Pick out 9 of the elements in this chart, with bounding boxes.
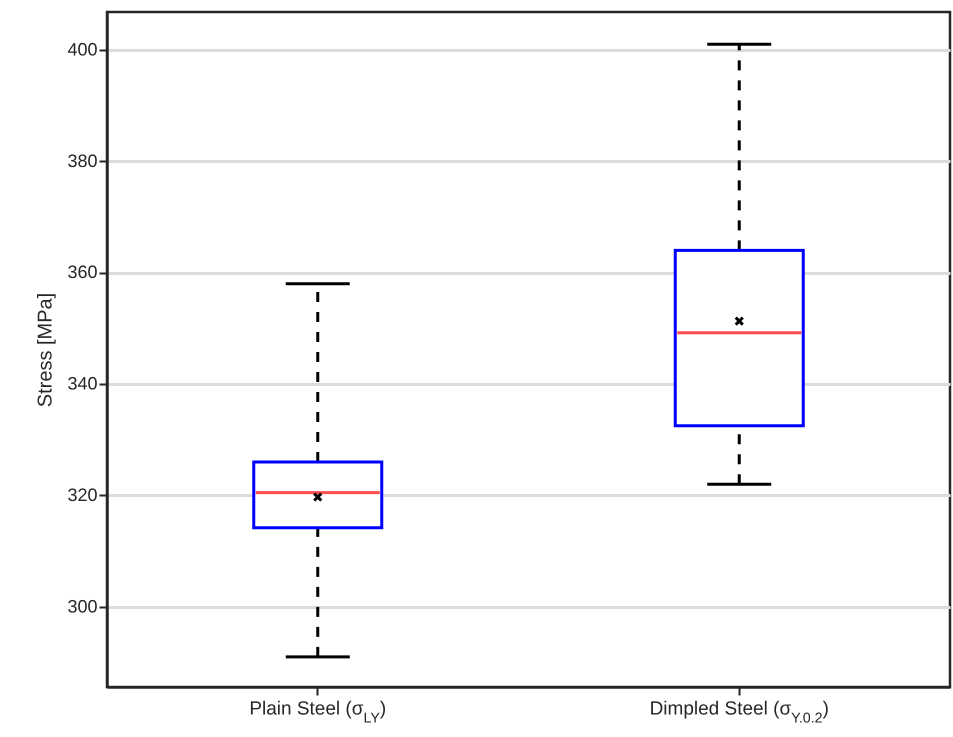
x-tick-label: Dimpled Steel (σ$_{Y.0.2}$) (650, 698, 829, 726)
y-tick-label: 380 (67, 150, 98, 171)
y-tick-label: 400 (67, 39, 98, 60)
y-axis-title: Stress [MPa] (34, 292, 56, 408)
x-tick-label: Plain Steel (σ$_{LY}$) (249, 698, 386, 726)
y-tick-label: 300 (67, 596, 98, 616)
y-tick-label: 320 (67, 484, 98, 505)
y-tick-label: 340 (67, 374, 98, 394)
y-tick-label: 360 (67, 262, 98, 282)
